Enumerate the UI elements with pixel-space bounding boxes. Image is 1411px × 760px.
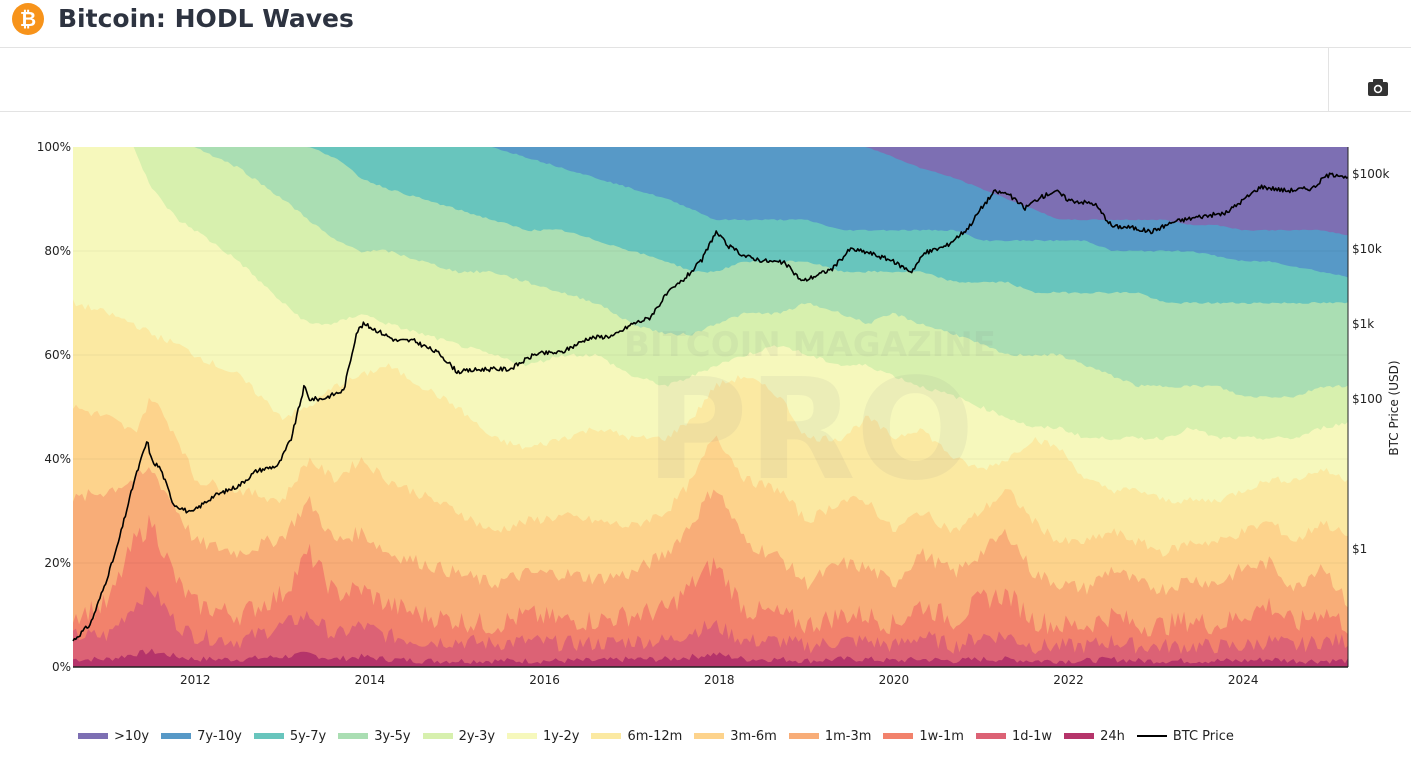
legend-label: >10y: [114, 728, 150, 744]
x-tick-label: 2024: [1228, 673, 1259, 687]
legend-label: 1m-3m: [824, 728, 872, 744]
legend-item[interactable]: 3y-5y: [338, 728, 411, 744]
legend-item[interactable]: 1m-3m: [788, 728, 872, 744]
x-tick-label: 2012: [180, 673, 211, 687]
toolbar-divider: [1328, 48, 1329, 111]
band-layer: [73, 147, 1348, 667]
legend-swatch: [591, 733, 622, 739]
camera-icon: [1368, 79, 1388, 96]
y2-axis-label: BTC Price (USD): [1387, 360, 1401, 455]
legend-item[interactable]: 6m-12m: [591, 729, 682, 744]
legend-label: 24h: [1100, 728, 1125, 744]
legend-item[interactable]: 5y-7y: [253, 728, 327, 744]
y-tick-label: 40%: [44, 452, 71, 466]
y2-axis-ticks: $1 $100 $1k $10k $100k: [1352, 167, 1390, 556]
y2-tick-label: $100k: [1352, 167, 1390, 181]
y2-tick-label: $1k: [1352, 317, 1374, 331]
legend-item[interactable]: 2y-3y: [422, 728, 496, 744]
watermark-line2: PRO: [645, 349, 974, 512]
btc-price-line: [72, 172, 1349, 642]
band-24h: [73, 648, 1348, 667]
x-tick-label: 2016: [529, 673, 560, 687]
watermark: BITCOIN MAGAZINE PRO: [624, 325, 996, 512]
x-tick-label: 2020: [879, 673, 910, 687]
legend-label: 5y-7y: [289, 728, 327, 744]
legend-label: BTC Price: [1172, 728, 1234, 744]
legend-label: 6m-12m: [627, 728, 683, 744]
legend-label: 1d-1w: [1011, 728, 1053, 744]
legend-swatch: [1064, 733, 1095, 739]
y-tick-label: 20%: [44, 556, 71, 570]
grid-lines: [73, 250, 1348, 564]
hodl-waves-chart: BITCOIN MAGAZINE PRO 0%20%40%60%80%100% …: [37, 140, 1401, 687]
legend-label: 1y-2y: [543, 728, 580, 744]
y-axis-ticks: 0% 20% 40% 60% 80% 100%: [37, 140, 71, 674]
chart-toolbar: [0, 48, 1411, 112]
y2-tick-label: $10k: [1352, 242, 1382, 256]
legend-item[interactable]: 1y-2y: [507, 729, 579, 744]
x-tick-label: 2014: [355, 673, 386, 687]
y-tick-label: 0%: [52, 660, 71, 674]
legend-swatch: [788, 733, 819, 739]
x-axis-ticks: 2012 2014 2016 2018 2020 2022 2024: [180, 673, 1258, 687]
watermark-line1: BITCOIN MAGAZINE: [624, 325, 996, 365]
legend-item[interactable]: 24h: [1064, 729, 1125, 744]
legend-swatch: [975, 733, 1006, 739]
legend-swatch: [1136, 735, 1167, 737]
y2-tick-label: $1: [1352, 542, 1367, 556]
legend-swatch: [883, 733, 914, 739]
legend-label: 3m-6m: [730, 728, 777, 744]
legend-item[interactable]: 7y-10y: [161, 729, 242, 744]
legend-label: 2y-3y: [458, 728, 496, 744]
y2-tick-label: $100: [1352, 392, 1383, 406]
legend-item[interactable]: BTC Price: [1136, 728, 1234, 744]
legend-swatch: [507, 733, 538, 739]
legend-label: 1w-1m: [919, 728, 964, 744]
legend-label: 7y-10y: [197, 728, 242, 744]
legend-swatch: [338, 733, 369, 739]
legend-swatch: [422, 733, 453, 739]
legend-swatch: [253, 733, 284, 739]
legend-item[interactable]: >10y: [78, 729, 149, 744]
bitcoin-icon: ₿: [12, 3, 44, 35]
screenshot-button[interactable]: [1364, 76, 1392, 98]
legend-swatch: [78, 733, 108, 739]
page-title: Bitcoin: HODL Waves: [58, 4, 354, 33]
page-header: ₿ Bitcoin: HODL Waves: [0, 0, 1411, 48]
price-layer: [72, 172, 1349, 642]
legend-item[interactable]: 1d-1w: [975, 728, 1053, 744]
y-tick-label: 100%: [37, 140, 71, 154]
x-tick-label: 2022: [1053, 673, 1084, 687]
legend-swatch: [694, 733, 725, 739]
legend-item[interactable]: 1w-1m: [883, 729, 964, 744]
band-1d-1w: [73, 586, 1348, 667]
chart-legend: >10y 7y-10y 5y-7y 3y-5y 2y-3y 1y-2y 6m-12m 3m-6…: [78, 726, 1246, 746]
y-tick-label: 80%: [44, 244, 71, 258]
x-tick-label: 2018: [704, 673, 735, 687]
legend-item[interactable]: 3m-6m: [694, 729, 777, 744]
y-tick-label: 60%: [44, 348, 71, 362]
legend-swatch: [161, 733, 192, 739]
legend-label: 3y-5y: [374, 728, 411, 744]
